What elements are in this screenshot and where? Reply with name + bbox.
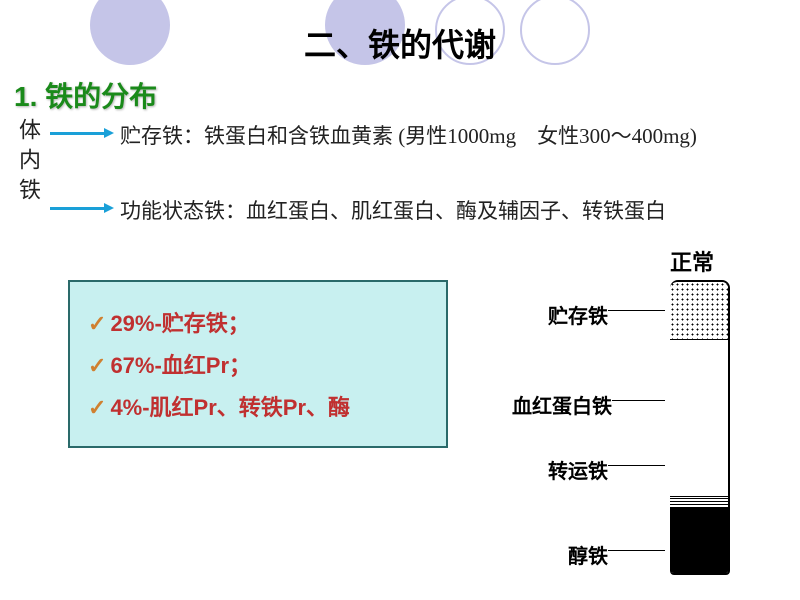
diagram-label: 贮存铁 bbox=[548, 300, 608, 329]
diagram-label: 血红蛋白铁 bbox=[512, 390, 612, 419]
pointer-line bbox=[608, 310, 665, 311]
check-icon: ✓ bbox=[88, 353, 106, 379]
vertical-label: 体内铁 bbox=[12, 118, 44, 208]
percentage-box: ✓29%-贮存铁；✓67%-血红Pr；✓4%-肌红Pr、转铁Pr、酶 bbox=[68, 280, 448, 448]
box-item-text: 4%-肌红Pr、转铁Pr、酶 bbox=[110, 395, 350, 420]
bar-segment bbox=[670, 509, 728, 573]
bar-segment bbox=[670, 497, 728, 509]
pointer-line bbox=[612, 400, 665, 401]
arrow-icon bbox=[50, 132, 106, 135]
bar-segment bbox=[670, 282, 728, 340]
arrow-icon bbox=[50, 207, 106, 210]
box-item: ✓4%-肌红Pr、转铁Pr、酶 bbox=[88, 390, 428, 422]
slide-title: 二、铁的代谢 bbox=[0, 20, 800, 66]
diagram-label: 醇铁 bbox=[568, 540, 608, 569]
bar-diagram: 正常贮存铁血红蛋白铁转运铁醇铁 bbox=[490, 245, 780, 585]
pointer-line bbox=[608, 550, 665, 551]
box-item: ✓67%-血红Pr； bbox=[88, 348, 428, 380]
pointer-line bbox=[608, 465, 665, 466]
body-text: 功能状态铁：血红蛋白、肌红蛋白、酶及辅因子、转铁蛋白 bbox=[120, 195, 666, 225]
box-item-text: 67%-血红Pr； bbox=[110, 353, 251, 378]
bar-segment bbox=[670, 340, 728, 497]
check-icon: ✓ bbox=[88, 395, 106, 421]
bar-column bbox=[670, 280, 730, 575]
diagram-label: 转运铁 bbox=[548, 455, 608, 484]
body-text: 贮存铁：铁蛋白和含铁血黄素 (男性1000mg 女性300～400mg) bbox=[120, 120, 697, 150]
section-subtitle: 1. 铁的分布 bbox=[14, 75, 157, 115]
box-item-text: 29%-贮存铁； bbox=[110, 311, 249, 336]
slide: 二、铁的代谢 1. 铁的分布 体内铁 贮存铁：铁蛋白和含铁血黄素 (男性1000… bbox=[0, 0, 800, 600]
diagram-title: 正常 bbox=[670, 245, 714, 277]
check-icon: ✓ bbox=[88, 311, 106, 337]
box-item: ✓29%-贮存铁； bbox=[88, 306, 428, 338]
